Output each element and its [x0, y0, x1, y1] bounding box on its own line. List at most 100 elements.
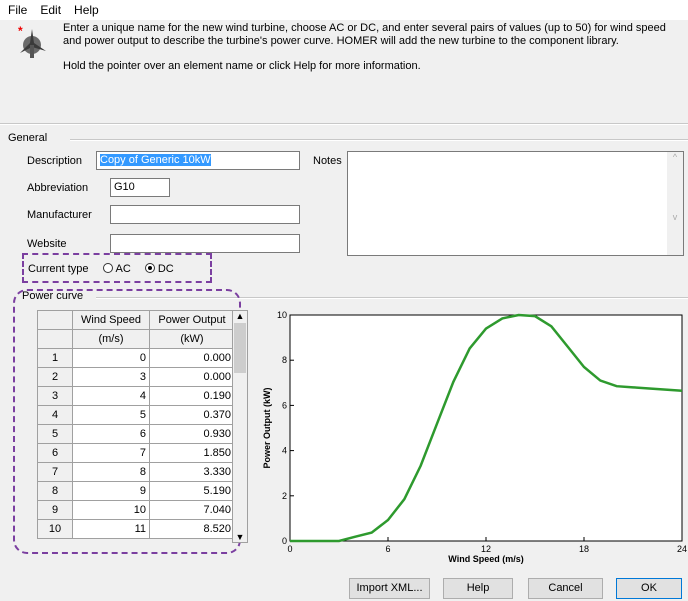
row-number: 2: [38, 368, 73, 387]
header-cell: (kW): [150, 330, 235, 349]
data-cell[interactable]: 8.520: [150, 520, 235, 539]
plot-area: [290, 315, 682, 541]
x-tick-label: 24: [677, 544, 687, 554]
x-tick-label: 18: [579, 544, 589, 554]
data-cell[interactable]: 7: [73, 444, 150, 463]
row-number: 8: [38, 482, 73, 501]
group-title: General: [8, 132, 47, 144]
scrollbar[interactable]: ▲▼: [232, 310, 248, 543]
radio-option[interactable]: AC: [103, 263, 131, 275]
notes-textarea[interactable]: ^v: [347, 151, 684, 256]
svg-text:*: *: [18, 25, 23, 38]
data-cell[interactable]: 5.190: [150, 482, 235, 501]
data-cell[interactable]: 0: [73, 349, 150, 368]
data-cell[interactable]: 0.000: [150, 368, 235, 387]
y-tick-label: 10: [277, 310, 287, 320]
radio-option[interactable]: DC: [145, 263, 174, 275]
y-tick-label: 8: [282, 355, 287, 365]
text-input[interactable]: [110, 205, 300, 224]
text-input[interactable]: Copy of Generic 10kW: [96, 151, 300, 170]
homer-dialog: File Edit Help * Enter a unique name for t…: [0, 0, 688, 601]
instruction-text: Hold the pointer over an element name or…: [63, 60, 678, 73]
header-cell: Power Output: [150, 311, 235, 330]
field-label: Description: [27, 155, 82, 167]
menu-bar: File Edit Help: [0, 0, 688, 20]
text-input[interactable]: G10: [110, 178, 170, 197]
data-cell[interactable]: 10: [73, 501, 150, 520]
button[interactable]: OK: [616, 578, 682, 599]
field-label: Website: [27, 238, 67, 250]
data-cell[interactable]: 11: [73, 520, 150, 539]
field-label: Abbreviation: [27, 182, 88, 194]
row-number: 10: [38, 520, 73, 539]
menu-item[interactable]: File: [8, 3, 27, 17]
radio-button[interactable]: [145, 263, 155, 273]
data-row: 895.190: [38, 482, 235, 501]
header-cell: [38, 311, 73, 330]
header-cell: [38, 330, 73, 349]
data-cell[interactable]: 9: [73, 482, 150, 501]
data-cell[interactable]: 5: [73, 406, 150, 425]
data-cell[interactable]: 6: [73, 425, 150, 444]
turbine-icon: *: [15, 25, 49, 59]
y-tick-label: 0: [282, 536, 287, 546]
row-number: 1: [38, 349, 73, 368]
row-number: 7: [38, 463, 73, 482]
x-tick-label: 0: [287, 544, 292, 554]
row-number: 6: [38, 444, 73, 463]
field-label: Manufacturer: [27, 209, 92, 221]
group-line: [70, 139, 688, 141]
current-type-label: Current type: [28, 263, 89, 275]
header-cell: Wind Speed: [73, 311, 150, 330]
data-cell[interactable]: 0.000: [150, 349, 235, 368]
data-cell[interactable]: 0.930: [150, 425, 235, 444]
row-number: 4: [38, 406, 73, 425]
data-cell[interactable]: 0.370: [150, 406, 235, 425]
current-type-row: Current type AC DC: [28, 263, 174, 275]
y-tick-label: 2: [282, 491, 287, 501]
data-cell[interactable]: 0.190: [150, 387, 235, 406]
input-value: Copy of Generic 10kW: [100, 154, 211, 166]
radio-button[interactable]: [103, 263, 113, 273]
instruction-text: Enter a unique name for the new wind tur…: [63, 22, 678, 48]
button[interactable]: Help: [443, 578, 513, 599]
header-cell: (m/s): [73, 330, 150, 349]
notes-label: Notes: [313, 155, 342, 167]
header-row: (m/s)(kW): [38, 330, 235, 349]
y-tick-label: 4: [282, 446, 287, 456]
input-value: G10: [114, 181, 135, 193]
x-tick-label: 6: [385, 544, 390, 554]
data-cell[interactable]: 1.850: [150, 444, 235, 463]
data-cell[interactable]: 3.330: [150, 463, 235, 482]
data-cell[interactable]: 8: [73, 463, 150, 482]
data-cell[interactable]: 3: [73, 368, 150, 387]
radio-label: AC: [116, 263, 131, 275]
row-number: 5: [38, 425, 73, 444]
menu-item[interactable]: Edit: [40, 3, 61, 17]
y-axis-label: Power Output (kW): [262, 388, 272, 469]
scrollbar: ^v: [667, 152, 683, 255]
button[interactable]: Cancel: [528, 578, 603, 599]
menu-item[interactable]: Help: [74, 3, 99, 17]
text-input[interactable]: [110, 234, 300, 253]
data-cell[interactable]: 7.040: [150, 501, 235, 520]
button[interactable]: Import XML...: [349, 578, 430, 599]
separator: [0, 123, 688, 125]
y-tick-label: 6: [282, 400, 287, 410]
header-row: Wind SpeedPower Output: [38, 311, 235, 330]
radio-label: DC: [158, 263, 174, 275]
x-axis-label: Wind Speed (m/s): [448, 554, 523, 564]
row-number: 3: [38, 387, 73, 406]
data-cell[interactable]: 4: [73, 387, 150, 406]
